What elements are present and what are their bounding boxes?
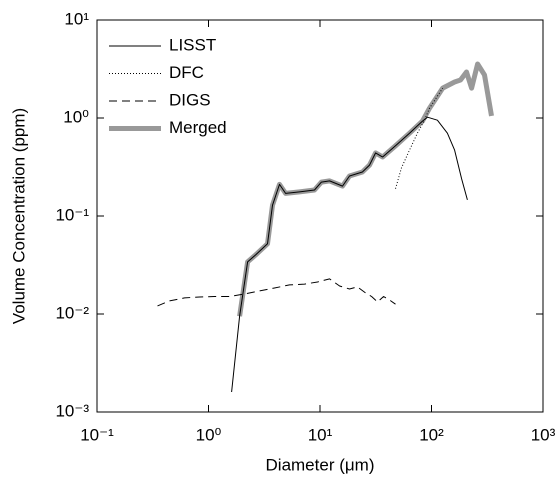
y-tick-label: 10¹	[64, 9, 89, 28]
y-tick-label: 10⁻¹	[55, 205, 89, 224]
legend-label: LISST	[169, 35, 216, 54]
legend-label: Merged	[169, 118, 227, 137]
y-tick-label: 10⁻²	[55, 303, 89, 322]
series-line	[395, 87, 444, 189]
x-tick-label: 10⁰	[196, 425, 222, 444]
y-tick-label: 10⁻³	[55, 401, 89, 420]
x-tick-label: 10²	[419, 425, 444, 444]
legend-label: DIGS	[169, 90, 211, 109]
x-tick-label: 10¹	[308, 425, 333, 444]
x-tick-label: 10⁻¹	[80, 425, 114, 444]
y-axis-label: Volume Concentration (ppm)	[9, 108, 28, 324]
y-tick-label: 10⁰	[63, 107, 89, 126]
series-line	[157, 278, 396, 307]
legend-label: DFC	[169, 63, 204, 82]
x-tick-label: 10³	[531, 425, 556, 444]
series-line	[231, 116, 468, 393]
x-axis-label: Diameter (μm)	[266, 455, 375, 474]
